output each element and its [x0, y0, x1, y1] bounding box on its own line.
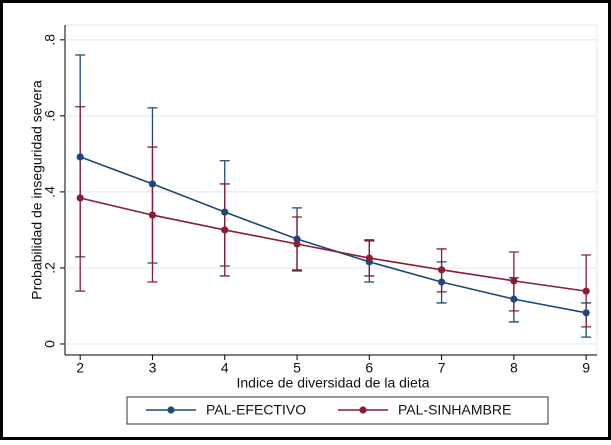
- legend-marker: [167, 406, 175, 414]
- point: [510, 277, 518, 285]
- series-line: [79, 197, 587, 292]
- y-tick-label: .8: [42, 34, 58, 46]
- legend-label: PAL-SINHAMBRE: [398, 402, 511, 418]
- x-tick-label: 9: [582, 360, 590, 376]
- point: [510, 295, 518, 303]
- x-axis-title: Indice de diversidad de la dieta: [236, 375, 429, 391]
- point: [293, 240, 301, 248]
- point: [76, 153, 84, 161]
- point: [76, 194, 84, 202]
- x-tick-label: 5: [293, 360, 301, 376]
- point: [148, 180, 157, 188]
- x-tick-label: 3: [149, 360, 157, 376]
- y-axis-title: Probabilidad de inseguridad severa: [29, 80, 45, 300]
- point: [293, 235, 301, 243]
- point: [437, 278, 446, 286]
- y-tick-label: .2: [42, 262, 58, 274]
- x-tick-label: 2: [76, 360, 84, 376]
- plot-area: [64, 24, 598, 356]
- point: [582, 287, 590, 295]
- legend-label: PAL-EFECTIVO: [206, 402, 306, 418]
- y-tick-label: .6: [42, 110, 58, 122]
- x-tick-label: 8: [510, 360, 518, 376]
- point: [221, 226, 229, 234]
- x-tick-label: 6: [365, 360, 373, 376]
- y-tick-label: 0: [42, 340, 58, 348]
- point: [148, 211, 157, 219]
- point: [582, 309, 590, 317]
- y-tick-label: .4: [42, 186, 58, 198]
- x-tick-label: 7: [438, 360, 446, 376]
- point: [437, 266, 446, 274]
- x-tick-label: 4: [221, 360, 229, 376]
- legend-marker: [359, 406, 367, 414]
- point: [365, 254, 373, 262]
- legend: [126, 396, 549, 425]
- point: [221, 208, 229, 216]
